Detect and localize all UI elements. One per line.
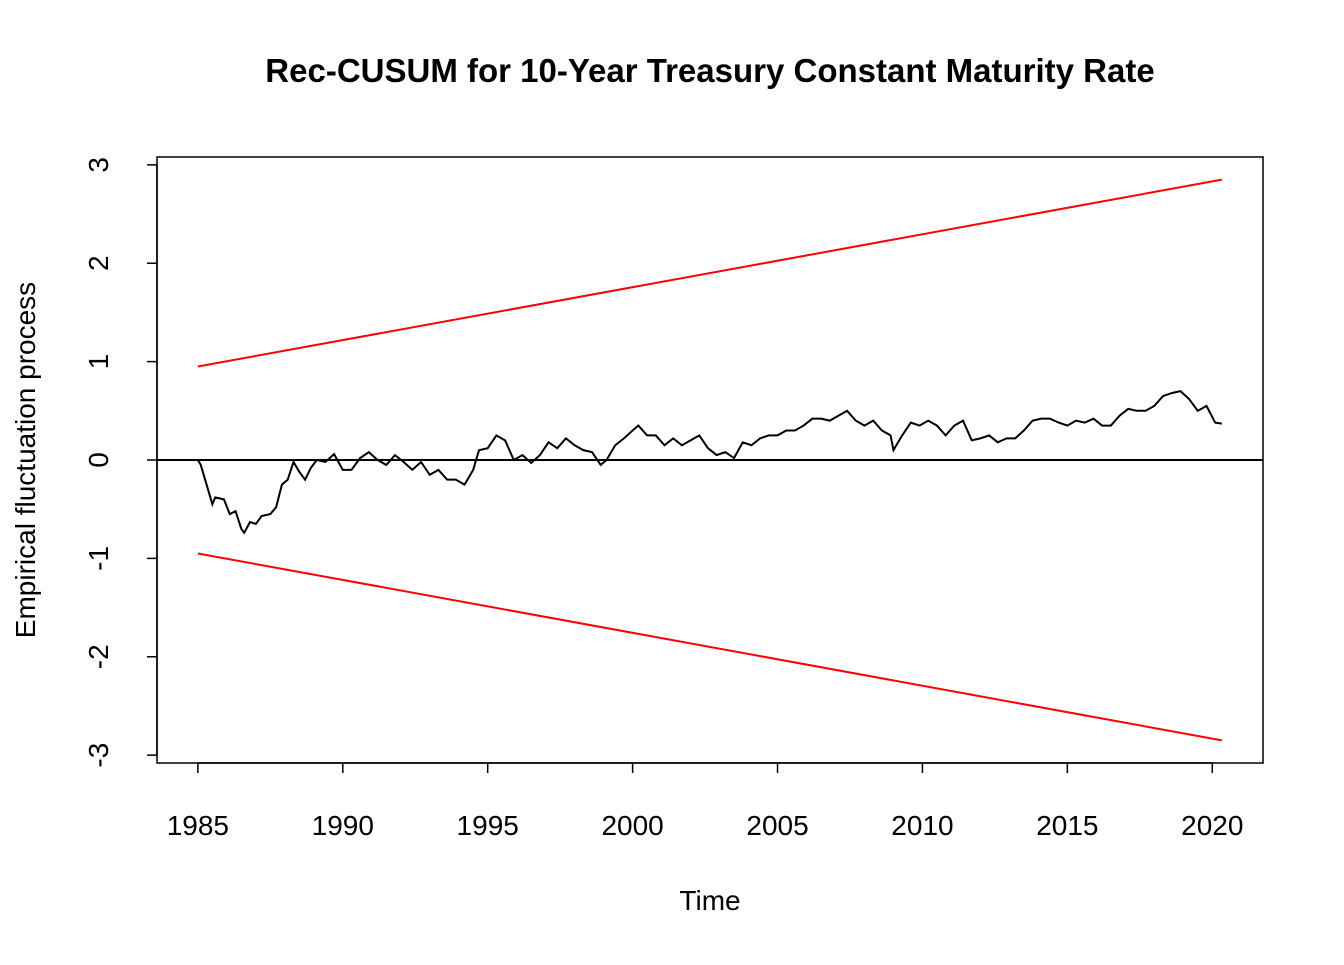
x-tick-label: 1985 xyxy=(167,810,229,841)
y-tick-label: 2 xyxy=(83,255,114,271)
y-tick-label: 0 xyxy=(83,452,114,468)
y-tick-label: 1 xyxy=(83,354,114,370)
y-tick-label: 3 xyxy=(83,157,114,173)
x-tick-label: 2000 xyxy=(601,810,663,841)
x-axis-label: Time xyxy=(679,885,740,916)
y-axis-label: Empirical fluctuation process xyxy=(10,282,41,638)
series-line xyxy=(197,552,1223,742)
x-tick-label: 2020 xyxy=(1181,810,1243,841)
y-tick-label: -2 xyxy=(83,644,114,669)
x-tick-label: 1995 xyxy=(457,810,519,841)
x-tick-label: 2005 xyxy=(746,810,808,841)
chart-title: Rec-CUSUM for 10-Year Treasury Constant … xyxy=(265,52,1154,89)
y-tick-label: -1 xyxy=(83,546,114,571)
series-line xyxy=(197,178,1223,368)
x-tick-label: 2015 xyxy=(1036,810,1098,841)
x-tick-label: 2010 xyxy=(891,810,953,841)
y-tick-label: -3 xyxy=(83,743,114,768)
series-line xyxy=(197,390,1222,535)
x-tick-label: 1990 xyxy=(312,810,374,841)
